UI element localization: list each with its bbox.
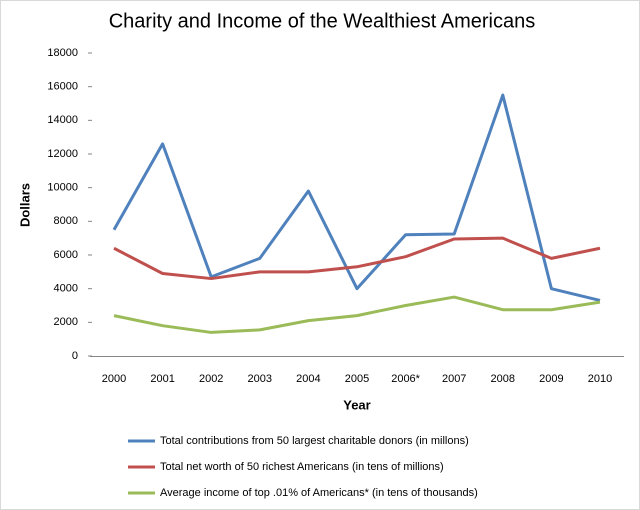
y-axis-label: Dollars (17, 183, 32, 227)
series-line (113, 236, 601, 281)
x-tick-label: 2010 (588, 373, 612, 385)
x-tick-label: 2002 (199, 373, 223, 385)
y-tick-label: 12000 (47, 148, 78, 160)
x-tick-label: 2006* (391, 373, 420, 385)
x-tick-label: 2000 (102, 373, 126, 385)
y-tick-label: 0 (72, 350, 78, 362)
y-tick-label: 8000 (54, 215, 78, 227)
x-tick-label: 2008 (491, 373, 515, 385)
series-line (112, 93, 601, 302)
legend-label: Total contributions from 50 largest char… (160, 435, 469, 447)
series-line (113, 295, 601, 334)
y-tick-label: 18000 (47, 47, 78, 59)
legend-label: Total net worth of 50 richest Americans … (160, 461, 444, 473)
x-tick-label: 2001 (150, 373, 174, 385)
y-tick-label: 4000 (54, 283, 78, 295)
legend-label: Average income of top .01% of Americans*… (160, 487, 478, 499)
x-axis-label: Year (343, 397, 370, 412)
y-tick-label: 10000 (47, 182, 78, 194)
y-tick-label: 16000 (47, 81, 78, 93)
y-tick-label: 2000 (54, 316, 78, 328)
x-tick-label: 2004 (296, 373, 320, 385)
y-tick-label: 6000 (54, 249, 78, 261)
x-tick-label: 2009 (539, 373, 563, 385)
x-tick-label: 2003 (248, 373, 272, 385)
chart-title: Charity and Income of the Wealthiest Ame… (109, 10, 536, 32)
y-tick-label: 14000 (47, 114, 78, 126)
x-tick-label: 2005 (345, 373, 369, 385)
x-tick-label: 2007 (442, 373, 466, 385)
